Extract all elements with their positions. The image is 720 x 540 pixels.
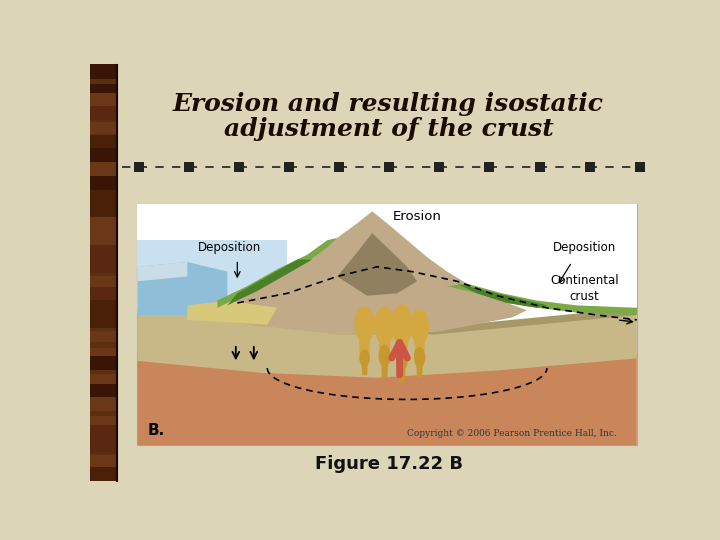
Bar bbox=[90, 152, 117, 176]
Bar bbox=[90, 397, 117, 411]
Text: Deposition: Deposition bbox=[553, 241, 616, 254]
Polygon shape bbox=[447, 284, 637, 315]
Text: B.: B. bbox=[148, 423, 165, 438]
Bar bbox=[184, 161, 194, 172]
Bar bbox=[90, 134, 117, 148]
Polygon shape bbox=[359, 335, 371, 359]
Bar bbox=[90, 348, 117, 356]
Bar bbox=[90, 214, 117, 231]
Bar bbox=[90, 105, 117, 120]
Text: Deposition: Deposition bbox=[198, 241, 261, 254]
Bar bbox=[90, 276, 117, 287]
Ellipse shape bbox=[414, 347, 426, 368]
Ellipse shape bbox=[359, 349, 370, 367]
Bar bbox=[90, 185, 117, 204]
Bar bbox=[138, 204, 637, 446]
Polygon shape bbox=[138, 310, 637, 378]
Bar bbox=[90, 248, 117, 273]
Ellipse shape bbox=[354, 306, 375, 341]
Polygon shape bbox=[187, 211, 527, 334]
Ellipse shape bbox=[392, 304, 413, 346]
Text: Erosion and resulting isostatic: Erosion and resulting isostatic bbox=[173, 92, 604, 116]
Polygon shape bbox=[138, 204, 637, 313]
Bar bbox=[90, 416, 117, 425]
Bar bbox=[134, 161, 144, 172]
Ellipse shape bbox=[379, 345, 391, 367]
Bar bbox=[384, 161, 395, 172]
Bar bbox=[90, 226, 117, 245]
Polygon shape bbox=[399, 365, 405, 382]
Bar bbox=[434, 161, 444, 172]
Bar bbox=[634, 161, 644, 172]
Polygon shape bbox=[381, 362, 388, 378]
Bar bbox=[90, 144, 117, 162]
Bar bbox=[90, 455, 117, 467]
Bar bbox=[534, 161, 544, 172]
Bar bbox=[90, 435, 117, 453]
Bar bbox=[585, 161, 595, 172]
Polygon shape bbox=[138, 262, 228, 315]
Polygon shape bbox=[379, 337, 390, 363]
Bar bbox=[90, 243, 117, 259]
Polygon shape bbox=[228, 260, 312, 306]
Bar bbox=[234, 161, 244, 172]
Text: Erosion: Erosion bbox=[392, 210, 441, 223]
Ellipse shape bbox=[396, 345, 408, 370]
Bar bbox=[90, 377, 117, 397]
Bar bbox=[90, 65, 117, 481]
Bar bbox=[334, 161, 344, 172]
Polygon shape bbox=[361, 363, 368, 375]
Polygon shape bbox=[414, 337, 425, 361]
Polygon shape bbox=[187, 308, 637, 334]
Polygon shape bbox=[396, 338, 408, 366]
Polygon shape bbox=[138, 262, 187, 281]
Bar bbox=[90, 201, 117, 217]
Polygon shape bbox=[138, 354, 637, 445]
Text: Uplift: Uplift bbox=[351, 332, 382, 345]
Bar bbox=[90, 284, 117, 300]
Polygon shape bbox=[416, 363, 423, 378]
Bar bbox=[90, 64, 117, 79]
Bar bbox=[90, 348, 117, 370]
Bar bbox=[90, 299, 117, 314]
Bar bbox=[90, 84, 117, 92]
Bar bbox=[90, 330, 117, 342]
Bar bbox=[90, 122, 117, 134]
Bar bbox=[90, 174, 117, 190]
Text: Sinking: Sinking bbox=[223, 349, 266, 362]
Bar bbox=[90, 374, 117, 383]
Polygon shape bbox=[138, 240, 287, 313]
Text: Continental
crust: Continental crust bbox=[550, 274, 618, 303]
Bar bbox=[90, 423, 117, 439]
Polygon shape bbox=[217, 238, 337, 308]
Ellipse shape bbox=[374, 307, 395, 345]
Bar bbox=[284, 161, 294, 172]
Ellipse shape bbox=[410, 309, 429, 344]
Bar bbox=[90, 466, 117, 481]
Bar bbox=[90, 309, 117, 328]
Polygon shape bbox=[187, 301, 277, 325]
Text: Copyright © 2006 Pearson Prentice Hall, Inc.: Copyright © 2006 Pearson Prentice Hall, … bbox=[407, 429, 617, 438]
Text: adjustment of the crust: adjustment of the crust bbox=[224, 117, 554, 141]
Text: Figure 17.22 B: Figure 17.22 B bbox=[315, 455, 462, 473]
Polygon shape bbox=[337, 233, 417, 296]
Polygon shape bbox=[457, 284, 547, 308]
Bar bbox=[90, 88, 117, 106]
Bar bbox=[485, 161, 495, 172]
